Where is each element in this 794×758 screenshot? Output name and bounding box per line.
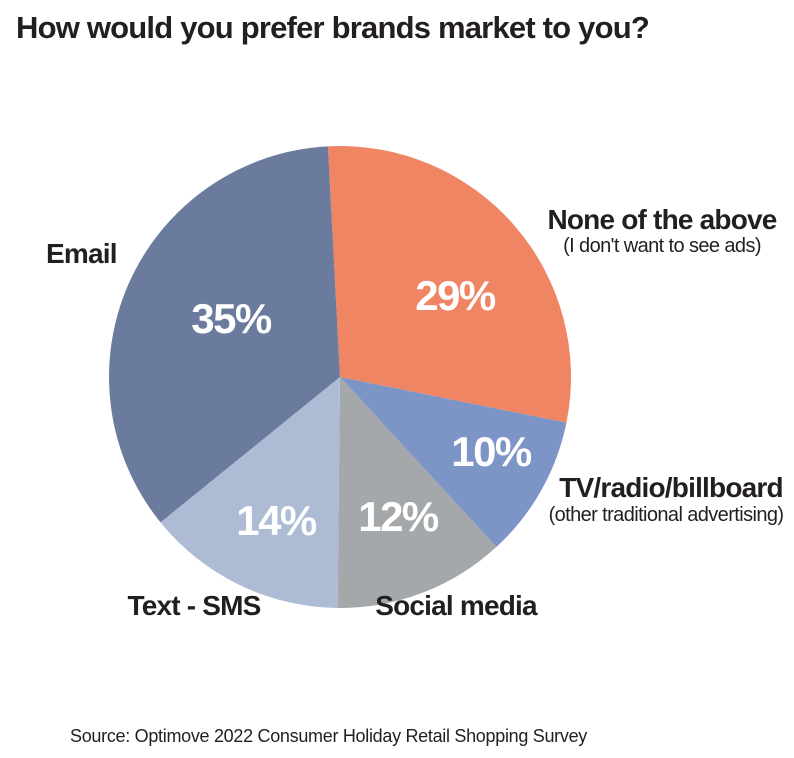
slice-label-sms: Text - SMS	[127, 590, 261, 621]
slice-sublabel-tv: (other traditional advertising)	[548, 504, 784, 526]
slice-label-tv: TV/radio/billboard	[559, 472, 783, 503]
slice-value-label-email: 35%	[191, 295, 272, 342]
slice-value-label-tv: 10%	[451, 428, 532, 475]
slice-value-label-social: 12%	[358, 493, 439, 540]
slice-value-label-none: 29%	[415, 272, 496, 319]
pie-slice-tv	[340, 377, 567, 548]
pie-slice-none	[327, 146, 571, 423]
pie-slice-sms	[160, 377, 340, 608]
slice-label-none: None of the above	[547, 204, 777, 235]
slice-label-email: Email	[46, 238, 118, 269]
slice-label-social: Social media	[375, 590, 537, 621]
pie-slice-email	[109, 146, 341, 523]
page-title: How would you prefer brands market to yo…	[16, 10, 650, 45]
source-caption: Source: Optimove 2022 Consumer Holiday R…	[70, 726, 587, 746]
pie-slice-social	[337, 377, 497, 609]
slice-sublabel-none: (I don't want to see ads)	[563, 235, 761, 257]
slice-value-label-sms: 14%	[236, 497, 317, 544]
